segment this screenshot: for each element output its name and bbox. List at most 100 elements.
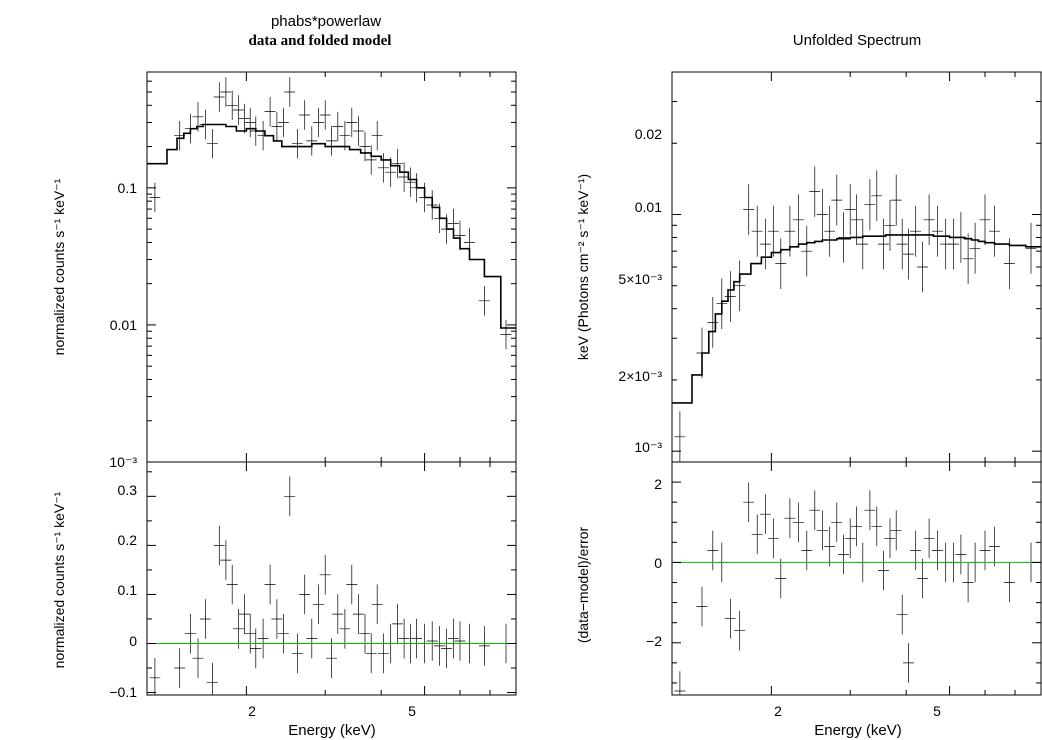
left-top-y-axis-label: normalized counts s⁻¹ keV⁻¹ xyxy=(51,178,67,355)
right-bottom-data-point xyxy=(884,518,896,559)
right-x-tick-label: 2 xyxy=(774,703,782,719)
left-bottom-data-point xyxy=(244,613,256,654)
right-top-tick-label: 0.01 xyxy=(635,199,662,215)
right-bottom-tick-label: −2 xyxy=(646,633,662,649)
right-top-data-point xyxy=(878,218,889,270)
right-top-data-point xyxy=(903,228,914,280)
left-bottom-tick-label: 0 xyxy=(129,633,137,649)
left-subtitle: data and folded model xyxy=(249,33,392,49)
left-bottom-data-point xyxy=(238,594,250,634)
right-top-data-point xyxy=(707,297,719,348)
left-bottom-data-point xyxy=(371,584,383,625)
left-title: phabs*powerlaw xyxy=(271,13,381,30)
right-bottom-data-point xyxy=(767,518,779,559)
right-top-data-point xyxy=(734,260,746,312)
left-top-tick-label: 0.1 xyxy=(118,180,138,196)
right-bottom-data-point xyxy=(824,526,836,567)
left-top-data-point xyxy=(264,96,276,127)
right-top-data-point xyxy=(932,205,943,257)
left-top-data-point xyxy=(326,126,337,156)
right-x-tick-label: 5 xyxy=(933,703,941,719)
left-bottom-tick-label: 0.1 xyxy=(118,582,138,598)
right-bottom-data-point xyxy=(674,671,686,695)
left-top-data-point xyxy=(359,131,371,162)
right-top-data-point xyxy=(910,205,921,257)
right-top-data-point xyxy=(1025,222,1037,274)
left-top-data-point xyxy=(299,100,311,130)
right-bottom-data-point xyxy=(844,518,856,559)
right-top-data-point xyxy=(743,184,755,235)
left-top-data-point xyxy=(371,121,383,151)
right-top-data-point xyxy=(884,199,896,251)
left-bottom-tick-label: 0.2 xyxy=(118,532,138,548)
right-top-data-point xyxy=(890,174,902,226)
left-bottom-data-point xyxy=(250,628,262,669)
right-bottom-panel-frame xyxy=(671,461,1042,696)
right-bottom-data-point xyxy=(979,530,991,571)
left-bottom-data-point xyxy=(411,618,422,659)
right-top-data-point xyxy=(871,170,883,222)
right-top-data-point xyxy=(751,205,763,257)
right-bottom-data-point xyxy=(816,510,828,551)
right-title: Unfolded Spectrum xyxy=(793,32,921,49)
left-x-tick-label: 2 xyxy=(248,703,256,719)
right-bottom-data-point xyxy=(962,562,974,603)
left-bottom-y-axis-label: normalized counts s⁻¹ keV⁻¹ xyxy=(51,491,67,668)
right-top-data-point xyxy=(864,179,876,231)
right-top-data-point xyxy=(896,218,908,270)
left-bottom-data-point xyxy=(319,555,331,595)
left-top-tick-label: 0.01 xyxy=(110,317,137,333)
left-bottom-data-point xyxy=(392,604,403,644)
right-top-data-point xyxy=(838,212,849,263)
right-bottom-data-point xyxy=(784,498,796,538)
left-bottom-data-point xyxy=(199,599,211,639)
left-bottom-data-point xyxy=(398,618,410,659)
right-bottom-data-point xyxy=(724,598,736,639)
right-top-tick-label: 0.02 xyxy=(635,126,662,142)
left-bottom-data-point xyxy=(264,564,276,605)
right-top-data-point xyxy=(844,184,856,235)
left-top-data-point xyxy=(353,116,364,146)
left-bottom-data-point xyxy=(291,633,303,674)
right-top-model-line xyxy=(672,234,1041,404)
right-top-data-point xyxy=(801,225,813,277)
right-top-tick-label: 10⁻³ xyxy=(634,439,662,455)
right-bottom-data-point xyxy=(775,558,787,599)
right-bottom-data-point xyxy=(793,502,804,543)
left-bottom-data-point xyxy=(192,638,204,678)
right-top-data-point xyxy=(979,194,991,246)
right-bottom-data-point xyxy=(801,530,813,571)
left-top-data-point xyxy=(378,153,389,183)
right-top-data-point xyxy=(724,271,736,322)
right-bottom-data-point xyxy=(923,518,935,559)
left-bottom-data-point xyxy=(271,599,283,639)
right-top-data-point xyxy=(793,194,804,246)
left-bottom-tick-label: 0.3 xyxy=(118,482,138,498)
left-bottom-data-point xyxy=(447,618,459,659)
left-bottom-data-point xyxy=(313,584,324,625)
left-bottom-data-point xyxy=(326,638,337,678)
right-bottom-data-point xyxy=(871,506,883,547)
left-bottom-data-point xyxy=(149,658,161,695)
right-top-data-point xyxy=(674,411,686,462)
left-top-data-point xyxy=(284,77,296,107)
left-top-model-line xyxy=(147,123,516,329)
left-top-tick-label: 10⁻³ xyxy=(109,454,137,470)
plot-marks xyxy=(147,71,1042,695)
right-bottom-data-point xyxy=(989,526,1000,567)
left-top-data-point xyxy=(365,145,377,175)
right-top-data-point xyxy=(824,205,836,257)
right-bottom-data-point xyxy=(955,534,967,575)
left-top-data-point xyxy=(339,121,351,151)
right-bottom-data-point xyxy=(707,530,719,571)
left-bottom-data-point xyxy=(257,618,269,659)
left-bottom-data-point xyxy=(232,609,244,649)
right-bottom-data-point xyxy=(759,494,771,534)
left-top-data-point xyxy=(500,319,512,350)
left-top-data-point xyxy=(392,149,403,179)
left-bottom-data-point xyxy=(277,613,289,654)
right-top-data-point xyxy=(767,205,779,257)
left-bottom-data-point xyxy=(378,633,389,674)
right-bottom-tick-label: 2 xyxy=(654,476,662,492)
left-top-data-point xyxy=(213,82,225,112)
